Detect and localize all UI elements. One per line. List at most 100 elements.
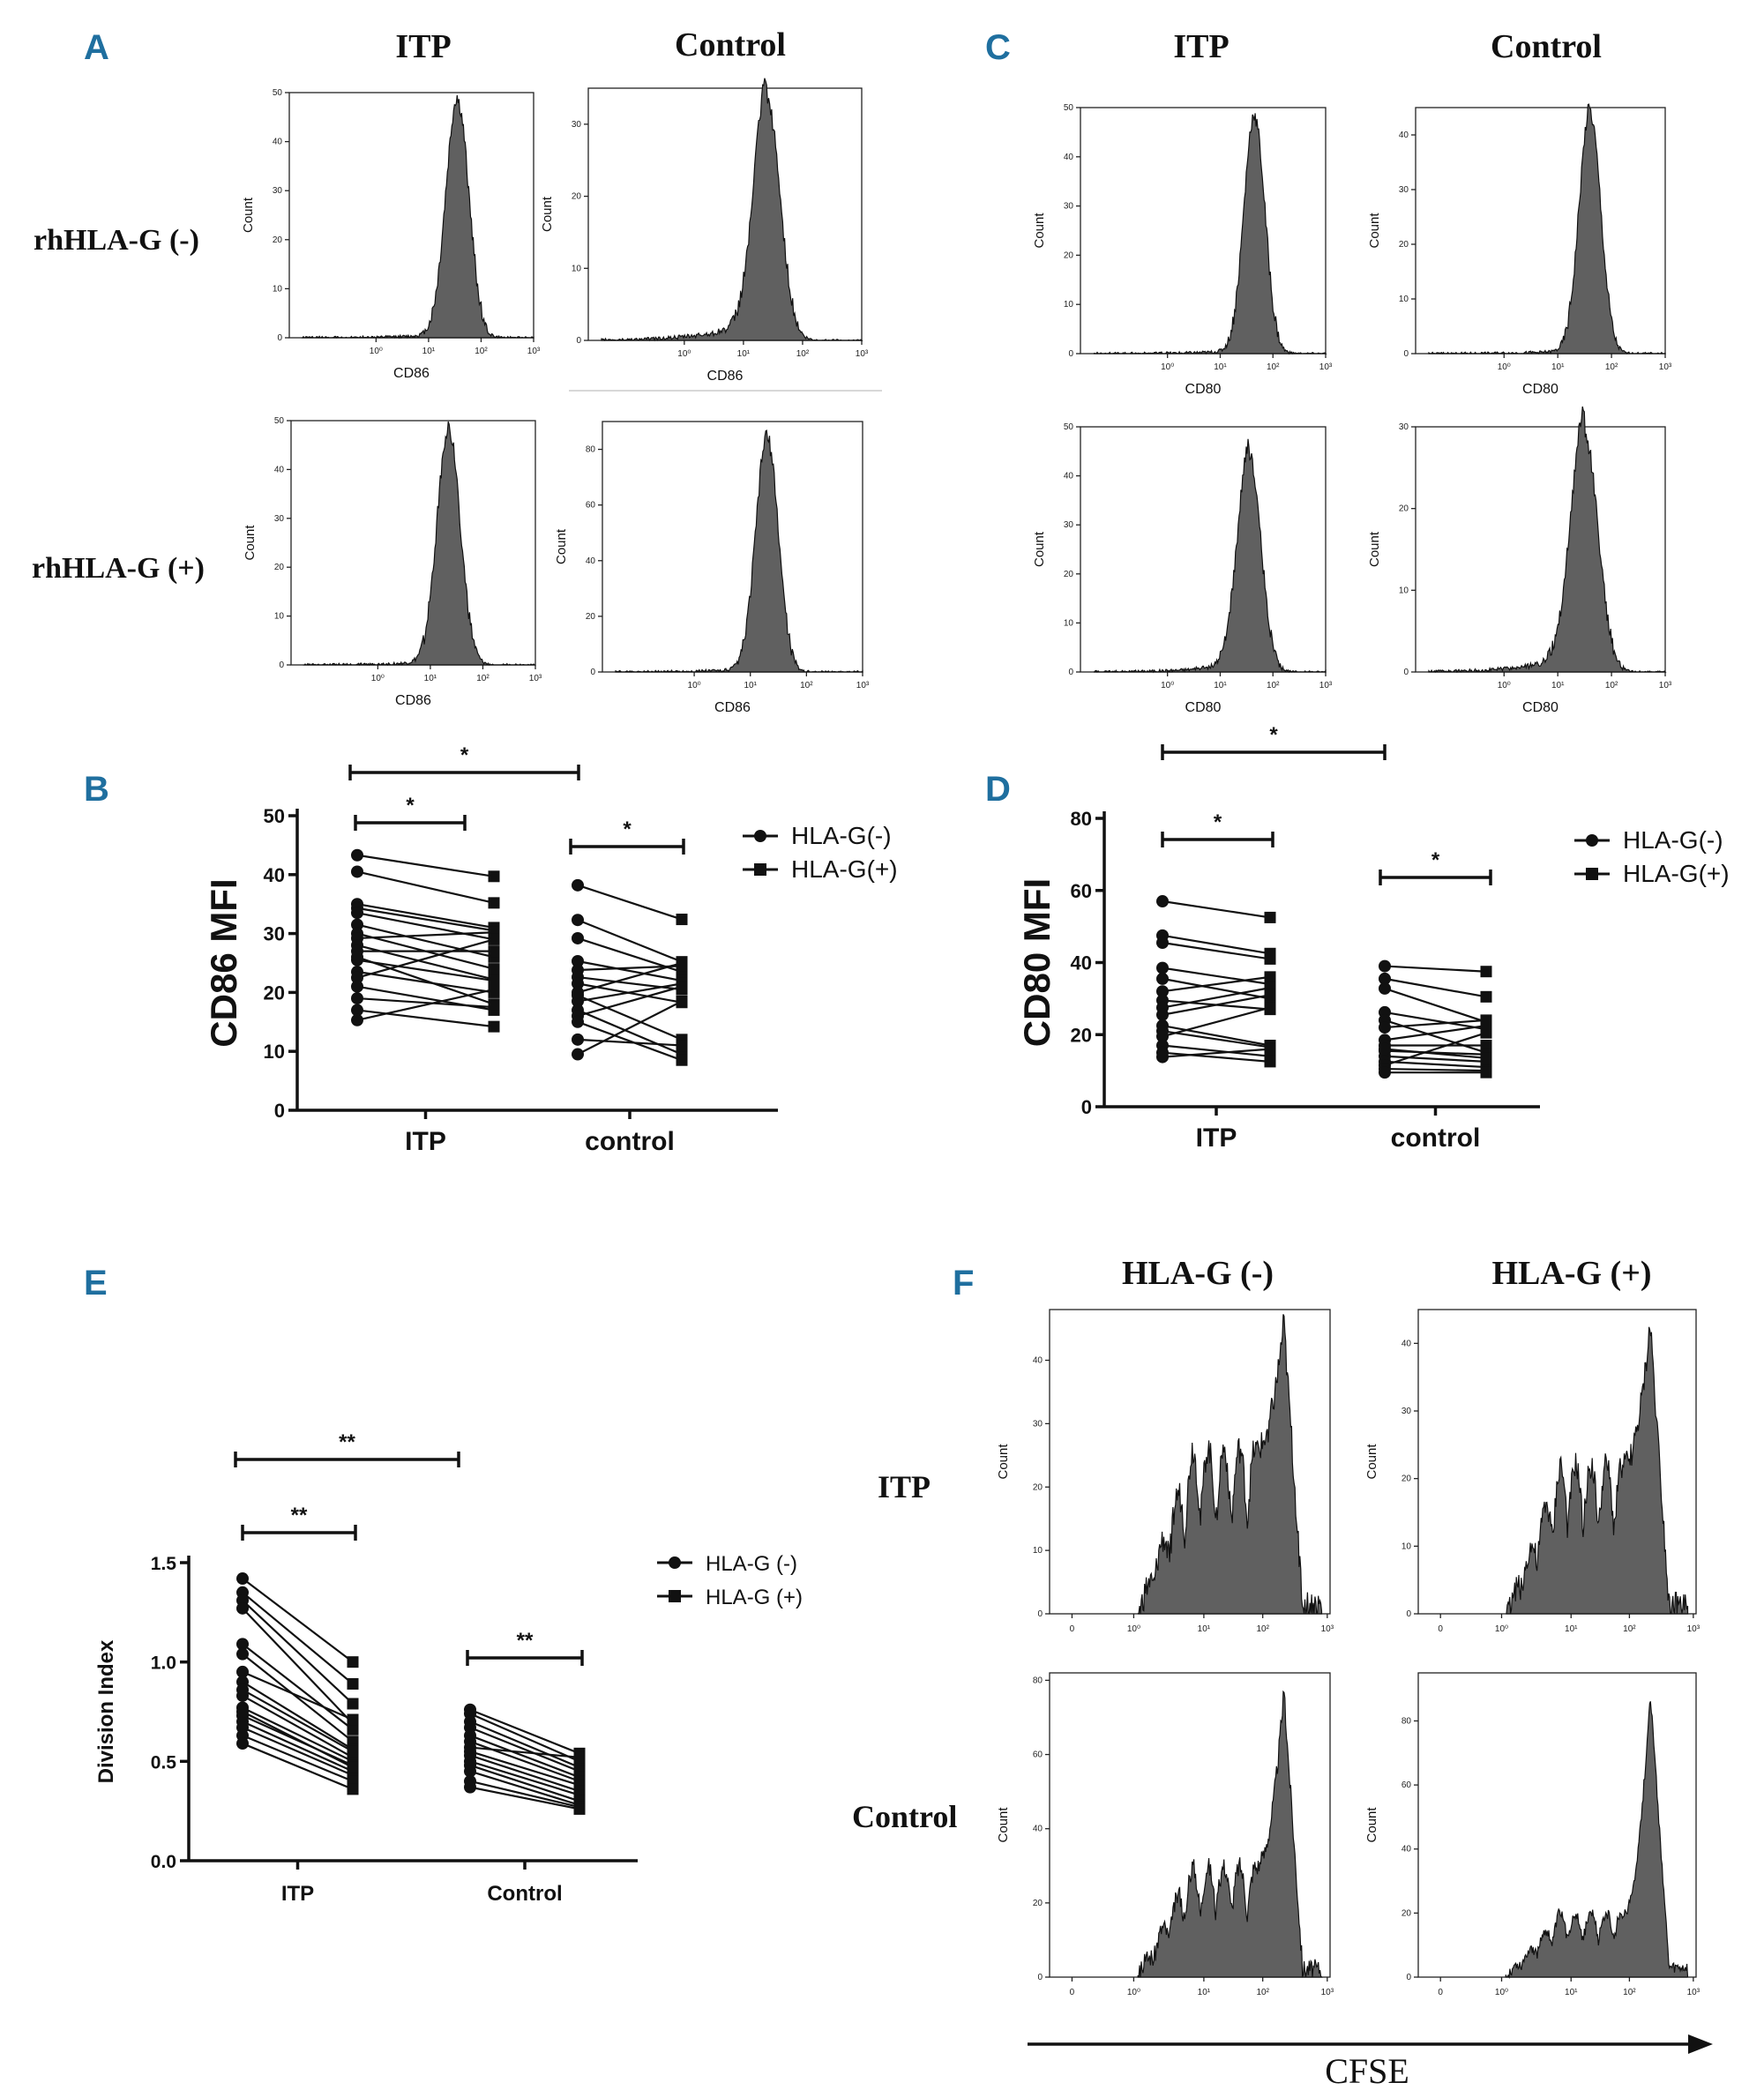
pair-line <box>577 959 683 982</box>
pair-line <box>469 1764 580 1803</box>
x-axis-label: CD80 <box>1185 382 1222 397</box>
c-col-itp: ITP <box>1173 28 1229 65</box>
plot-frame <box>602 421 863 673</box>
panel-label-b: B <box>84 770 109 809</box>
x-tick-label: 10³ <box>856 681 870 690</box>
y-tick-label: 10 <box>273 284 283 294</box>
significance-label: * <box>460 743 469 767</box>
plot-frame <box>1415 107 1666 355</box>
y-axis-label: Count <box>554 528 569 564</box>
x-tick-label: ITP <box>281 1882 314 1906</box>
point-hlag-pos <box>488 870 500 883</box>
y-tick-label: 20 <box>264 982 285 1004</box>
y-tick-label: 0 <box>277 333 282 343</box>
pair-line <box>1162 987 1271 1009</box>
x-tick-label: 10² <box>1256 1624 1269 1634</box>
pair-line <box>1162 994 1271 1016</box>
pair-line <box>469 1780 580 1809</box>
f-col-hlag-pos: HLA-G (+) <box>1491 1255 1651 1292</box>
x-tick-label: 10¹ <box>422 347 436 356</box>
y-tick-label: 30 <box>572 120 582 130</box>
y-tick-label: 30 <box>1064 520 1074 530</box>
point-hlag-neg <box>351 951 363 964</box>
point-hlag-neg <box>572 1033 584 1046</box>
point-hlag-neg <box>1156 972 1169 985</box>
point-hlag-neg <box>1379 1066 1391 1079</box>
point-hlag-pos <box>1264 989 1276 1001</box>
point-hlag-pos <box>676 1054 688 1066</box>
y-tick-label: 50 <box>273 88 283 98</box>
y-tick-label: 0 <box>1081 1096 1092 1118</box>
pair-line <box>242 1711 354 1769</box>
point-hlag-pos <box>488 983 500 996</box>
point-hlag-neg <box>351 848 363 862</box>
y-tick-label: 0 <box>1068 349 1073 359</box>
y-tick-label: 30 <box>1033 1419 1043 1429</box>
pair-line <box>242 1643 354 1731</box>
pair-line <box>1384 1032 1487 1067</box>
pair-line <box>577 919 683 963</box>
point-hlag-pos <box>1480 966 1492 978</box>
significance-label: ** <box>339 1430 355 1454</box>
point-hlag-pos <box>573 1803 586 1815</box>
pair-line <box>356 1009 495 1028</box>
y-tick-label: 50 <box>1064 422 1074 432</box>
x-tick-label: 10¹ <box>1198 1624 1211 1634</box>
point-hlag-pos <box>1480 990 1492 1003</box>
y-tick-label: 80 <box>1033 1676 1043 1685</box>
y-tick-label: 20 <box>1401 1908 1412 1918</box>
y-tick-label: 0 <box>1068 668 1073 677</box>
x-axis-label: CD86 <box>393 366 430 381</box>
significance-label: * <box>1431 848 1440 872</box>
point-hlag-neg <box>236 1665 249 1678</box>
y-tick-label: 40 <box>273 138 283 147</box>
pair-line <box>242 1578 354 1663</box>
point-hlag-pos <box>1264 1043 1276 1056</box>
point-hlag-pos <box>676 981 688 993</box>
histogram-c-control-neg: 0 10 20 30 40 10⁰ 10¹ 10² 10³ CD80 Count <box>1367 103 1672 397</box>
histogram-area <box>615 429 863 673</box>
f-col-hlag-neg: HLA-G (-) <box>1122 1255 1274 1292</box>
x-tick-label: 10¹ <box>1551 362 1565 372</box>
y-axis-label: Count <box>1364 1444 1379 1480</box>
point-hlag-pos <box>1480 1052 1492 1064</box>
pair-line <box>469 1760 580 1796</box>
pair-line <box>356 870 495 904</box>
significance-label: ** <box>291 1504 308 1527</box>
panel-label-a: A <box>84 28 109 67</box>
y-tick-label: 10 <box>1401 1541 1412 1551</box>
histogram-area <box>1093 113 1327 355</box>
point-hlag-neg <box>572 931 584 944</box>
point-hlag-pos <box>1480 1026 1492 1039</box>
pair-line <box>242 1743 354 1790</box>
x-tick-label: 10² <box>1605 362 1618 372</box>
point-hlag-neg <box>1156 961 1169 974</box>
x-tick-label: 10² <box>476 674 490 683</box>
x-tick-label: 10⁰ <box>1127 1624 1140 1634</box>
point-hlag-neg <box>351 907 363 920</box>
x-tick-label: 10⁰ <box>1495 1988 1508 1997</box>
y-axis-label: Count <box>996 1807 1011 1843</box>
x-tick-label: 10² <box>1267 362 1280 372</box>
x-tick-label: 10¹ <box>1214 681 1227 690</box>
cfse-label: CFSE <box>1325 2051 1409 2090</box>
histogram-area <box>1137 1690 1323 1979</box>
y-tick-label: 0 <box>590 668 595 677</box>
y-tick-label: 20 <box>274 563 285 572</box>
point-hlag-neg <box>236 1601 249 1615</box>
y-axis-label: Count <box>243 525 258 561</box>
y-tick-label: 20 <box>572 192 582 202</box>
x-tick-label: 10¹ <box>1214 362 1227 372</box>
legend-label: HLA-G (-) <box>706 1552 797 1576</box>
x-axis-label: CD80 <box>1522 700 1558 715</box>
y-tick-label: 40 <box>1033 1356 1043 1366</box>
y-tick-label: 40 <box>1064 153 1074 162</box>
y-tick-label: 10 <box>1064 618 1074 628</box>
y-tick-label: 0 <box>1403 668 1409 677</box>
cfse-histogram-itp-neg: 0 10 20 30 40 0 10⁰ 10¹ 10² 10³ Count <box>996 1309 1334 1634</box>
y-tick-label: 40 <box>264 864 285 886</box>
chart-e-division-index: 0.0 0.5 1.0 1.5 ITP Control Division Index ** **… <box>94 1430 803 1906</box>
point-hlag-pos <box>1264 1002 1276 1014</box>
y-tick-label: 20 <box>1399 240 1409 250</box>
legend-marker-square <box>1586 868 1598 880</box>
